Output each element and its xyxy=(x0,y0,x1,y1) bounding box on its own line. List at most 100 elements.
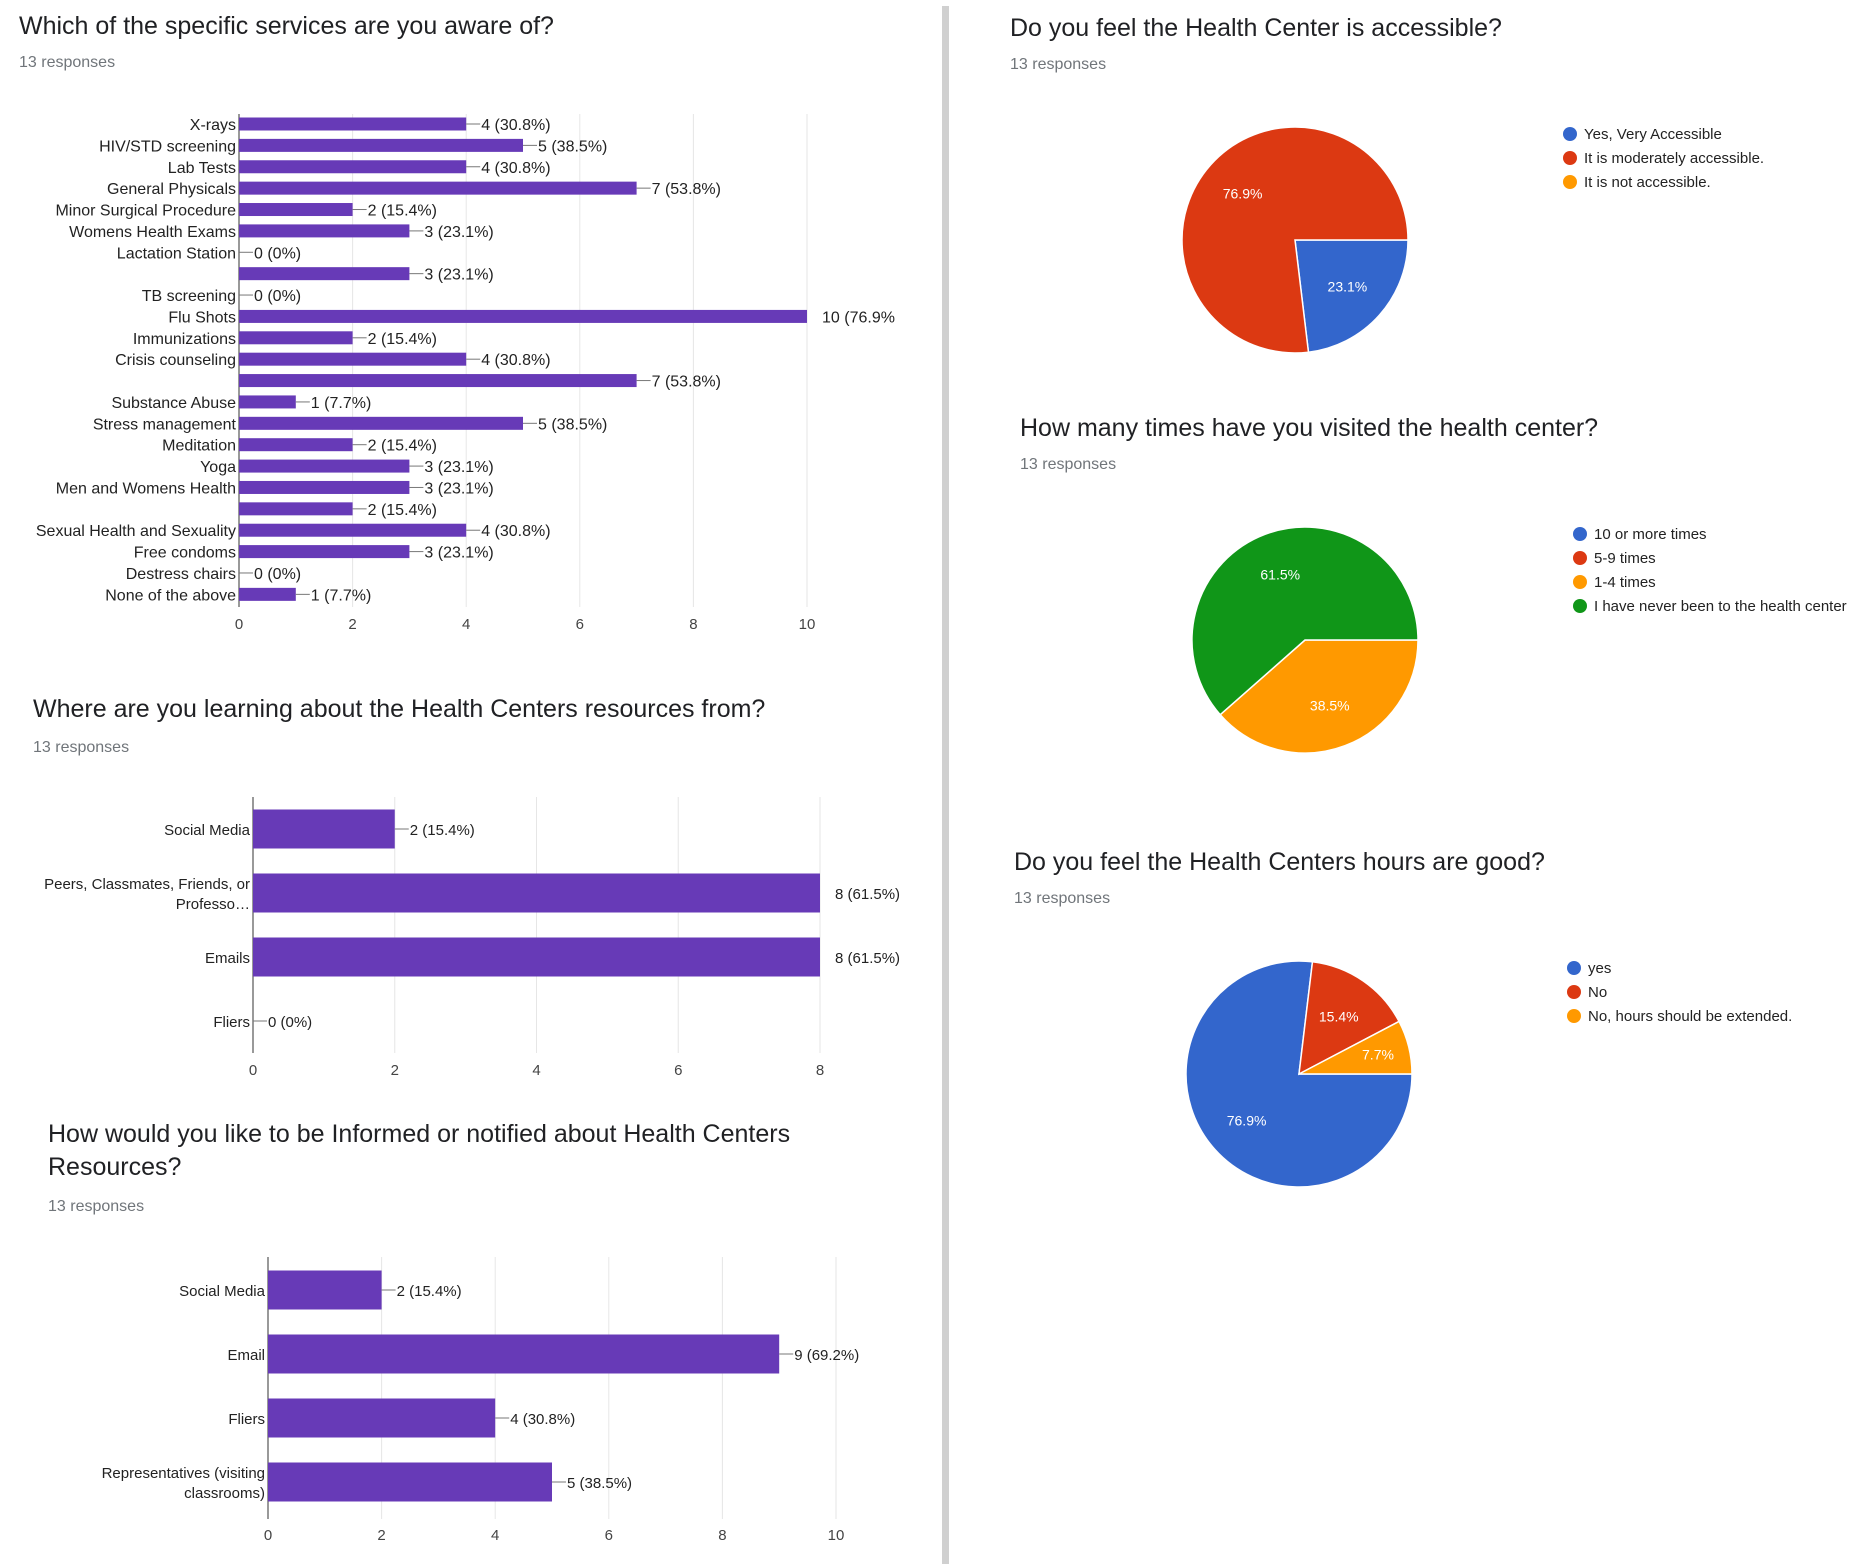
category-label: Professo… xyxy=(176,896,250,913)
x-tick-label: 4 xyxy=(462,616,470,633)
category-label: X-rays xyxy=(190,117,236,134)
legend-label: No, hours should be extended. xyxy=(1588,1008,1792,1025)
data-label: 3 (23.1%) xyxy=(424,480,493,497)
data-label: 4 (30.8%) xyxy=(481,352,550,369)
response-count-learning: 13 responses xyxy=(33,739,130,756)
data-label: 9 (69.2%) xyxy=(794,1347,859,1364)
response-count-hours: 13 responses xyxy=(1014,890,1111,907)
category-label: Destress chairs xyxy=(126,566,236,583)
legend-dot-icon xyxy=(1573,599,1587,613)
data-label: 4 (30.8%) xyxy=(481,523,550,540)
legend-dot-icon xyxy=(1573,527,1587,541)
bar xyxy=(239,203,353,217)
category-label: Lab Tests xyxy=(168,160,236,177)
pie-slice xyxy=(1298,1020,1413,1075)
response-count-services: 13 responses xyxy=(19,54,116,71)
bar xyxy=(239,502,353,516)
x-tick-label: 0 xyxy=(249,1062,257,1079)
data-label: 4 (30.8%) xyxy=(510,1411,575,1428)
pie-slice xyxy=(1191,526,1419,716)
legend-dot-icon xyxy=(1567,985,1581,999)
bar xyxy=(253,937,820,977)
legend-dot-icon xyxy=(1567,961,1581,975)
x-tick-label: 10 xyxy=(799,616,816,633)
pie-slice xyxy=(1298,960,1401,1076)
data-label: 4 (30.8%) xyxy=(481,160,550,177)
bar xyxy=(239,352,467,366)
data-label: 4 (30.8%) xyxy=(481,117,550,134)
chart-notified: 0 2 4 6 8 10 Social Media 2 (15.4%) Email 9 (69.2… xyxy=(102,1257,859,1544)
slice-label: 61.5% xyxy=(1260,566,1300,582)
category-label: Sexual Health and Sexuality xyxy=(36,523,236,540)
data-label: 2 (15.4%) xyxy=(368,502,437,519)
legend-dot-icon xyxy=(1563,151,1577,165)
bar xyxy=(239,480,410,494)
data-label: 8 (61.5%) xyxy=(835,886,900,903)
category-label: Stress management xyxy=(93,416,237,433)
x-tick-label: 10 xyxy=(828,1527,845,1544)
category-label: HIV/STD screening xyxy=(99,138,236,155)
legend-label: It is moderately accessible. xyxy=(1584,150,1764,167)
bar xyxy=(239,267,410,281)
category-label: Yoga xyxy=(200,459,236,476)
column-divider xyxy=(942,6,949,1564)
data-label: 10 (76.9% xyxy=(822,309,895,326)
x-tick-label: 8 xyxy=(816,1062,824,1079)
x-tick-label: 6 xyxy=(605,1527,613,1544)
data-label: 5 (38.5%) xyxy=(567,1475,632,1492)
category-label: Social Media xyxy=(179,1283,266,1300)
x-tick-label: 2 xyxy=(391,1062,399,1079)
data-label: 0 (0%) xyxy=(254,566,301,583)
slice-label: 76.9% xyxy=(1227,1112,1267,1128)
category-label: Fliers xyxy=(213,1014,250,1031)
data-label: 2 (15.4%) xyxy=(368,203,437,220)
x-tick-label: 0 xyxy=(264,1527,272,1544)
bar xyxy=(268,1398,496,1438)
bar xyxy=(268,1462,552,1502)
category-label: Immunizations xyxy=(133,331,236,348)
bar xyxy=(268,1334,780,1374)
legend-label: I have never been to the health center xyxy=(1594,598,1847,615)
chart-title-services: Which of the specific services are you a… xyxy=(19,12,554,40)
data-label: 0 (0%) xyxy=(268,1014,312,1031)
legend-dot-icon xyxy=(1563,175,1577,189)
data-label: 5 (38.5%) xyxy=(538,416,607,433)
legend-label: 1-4 times xyxy=(1594,574,1656,591)
slice-label: 23.1% xyxy=(1328,278,1368,294)
bar xyxy=(239,309,807,323)
bar xyxy=(253,809,395,849)
legend-label: 5-9 times xyxy=(1594,550,1656,567)
response-count-accessible: 13 responses xyxy=(1010,56,1107,73)
x-tick-label: 4 xyxy=(532,1062,540,1079)
legend-label: yes xyxy=(1588,960,1611,977)
bar xyxy=(239,587,296,601)
category-label: classrooms) xyxy=(184,1485,265,1502)
category-label: Free condoms xyxy=(134,545,236,562)
response-count-notified: 13 responses xyxy=(48,1198,145,1215)
bar xyxy=(239,160,467,174)
category-label: Meditation xyxy=(162,438,236,455)
data-label: 1 (7.7%) xyxy=(311,587,371,604)
category-label: Emails xyxy=(205,950,250,967)
bar xyxy=(239,117,467,131)
legend-dot-icon xyxy=(1573,575,1587,589)
pie-slice xyxy=(1294,239,1409,354)
data-label: 3 (23.1%) xyxy=(424,545,493,562)
data-label: 3 (23.1%) xyxy=(424,267,493,284)
category-label: Representatives (visiting xyxy=(102,1465,265,1482)
data-label: 0 (0%) xyxy=(254,245,301,262)
category-label: Minor Surgical Procedure xyxy=(55,203,236,220)
data-label: 8 (61.5%) xyxy=(835,950,900,967)
bar xyxy=(239,459,410,473)
bar xyxy=(239,523,467,537)
bar xyxy=(239,331,353,345)
category-label: Substance Abuse xyxy=(111,395,236,412)
pie-slice xyxy=(1219,639,1419,754)
category-label: Fliers xyxy=(228,1411,265,1428)
bar xyxy=(239,395,296,409)
data-label: 5 (38.5%) xyxy=(538,138,607,155)
category-label: Lactation Station xyxy=(117,245,236,262)
x-tick-label: 0 xyxy=(235,616,243,633)
category-label: Email xyxy=(227,1347,265,1364)
